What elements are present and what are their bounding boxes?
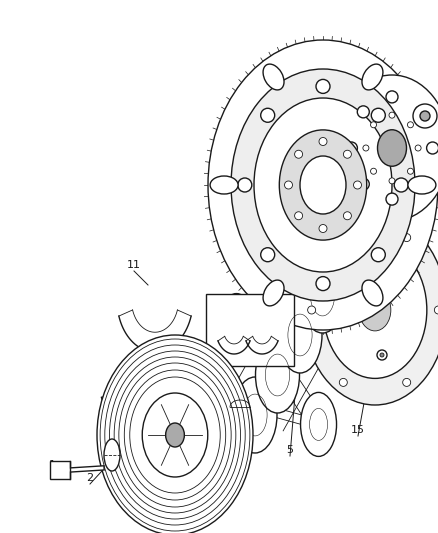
Text: 18: 18 (370, 115, 384, 125)
Circle shape (238, 178, 252, 192)
Ellipse shape (255, 337, 300, 413)
Text: 4: 4 (212, 385, 219, 395)
FancyBboxPatch shape (50, 461, 70, 479)
Circle shape (343, 150, 351, 158)
Circle shape (261, 248, 275, 262)
Ellipse shape (208, 40, 438, 330)
Circle shape (357, 106, 369, 118)
Circle shape (407, 122, 413, 128)
Circle shape (285, 181, 293, 189)
Circle shape (415, 145, 421, 151)
Circle shape (261, 108, 275, 122)
Circle shape (371, 248, 385, 262)
Ellipse shape (346, 312, 381, 376)
Circle shape (319, 224, 327, 232)
Ellipse shape (359, 289, 391, 331)
Circle shape (403, 378, 411, 386)
Circle shape (407, 168, 413, 174)
Circle shape (380, 353, 384, 357)
Ellipse shape (362, 64, 383, 90)
Text: 14: 14 (243, 287, 257, 297)
Circle shape (394, 178, 408, 192)
Circle shape (343, 212, 351, 220)
Circle shape (353, 181, 361, 189)
Ellipse shape (303, 215, 438, 405)
Circle shape (357, 178, 369, 190)
Circle shape (377, 350, 387, 360)
Text: 6: 6 (114, 425, 121, 435)
Ellipse shape (263, 280, 284, 306)
Ellipse shape (334, 75, 438, 221)
Ellipse shape (166, 423, 184, 447)
Circle shape (371, 122, 377, 128)
Text: 15: 15 (351, 425, 365, 435)
Ellipse shape (231, 69, 415, 301)
Text: 11: 11 (127, 260, 141, 270)
Text: 16: 16 (383, 385, 397, 395)
Ellipse shape (233, 377, 277, 453)
Circle shape (346, 142, 357, 154)
Text: 17: 17 (291, 125, 305, 135)
Ellipse shape (201, 405, 229, 445)
Text: 19: 19 (416, 93, 430, 103)
Circle shape (415, 106, 427, 118)
Circle shape (295, 212, 303, 220)
Circle shape (427, 142, 438, 154)
Ellipse shape (279, 130, 367, 240)
Circle shape (339, 233, 347, 241)
Circle shape (339, 378, 347, 386)
Circle shape (434, 306, 438, 314)
Circle shape (413, 104, 437, 128)
Ellipse shape (254, 98, 392, 272)
Ellipse shape (210, 176, 238, 194)
Circle shape (389, 112, 395, 118)
Ellipse shape (104, 439, 120, 471)
Text: 1: 1 (49, 460, 56, 470)
Bar (206, 294, 294, 366)
Ellipse shape (278, 297, 322, 373)
Circle shape (371, 108, 385, 122)
Ellipse shape (263, 214, 300, 278)
Text: 5: 5 (286, 445, 293, 455)
Circle shape (386, 193, 398, 205)
Ellipse shape (300, 156, 346, 214)
Circle shape (403, 233, 411, 241)
Circle shape (415, 178, 427, 190)
Ellipse shape (219, 294, 254, 358)
Circle shape (386, 91, 398, 103)
Text: 3: 3 (117, 485, 124, 495)
Circle shape (420, 111, 430, 121)
Circle shape (295, 150, 303, 158)
Text: 2: 2 (86, 473, 94, 483)
Ellipse shape (263, 64, 284, 90)
Circle shape (371, 168, 377, 174)
Ellipse shape (300, 257, 345, 333)
Circle shape (319, 138, 327, 146)
Ellipse shape (323, 241, 427, 378)
Circle shape (316, 277, 330, 290)
Ellipse shape (300, 392, 336, 456)
Ellipse shape (362, 280, 383, 306)
Circle shape (307, 306, 316, 314)
Ellipse shape (378, 130, 406, 166)
Ellipse shape (97, 335, 253, 533)
Circle shape (389, 178, 395, 184)
Circle shape (316, 79, 330, 93)
Ellipse shape (408, 176, 436, 194)
Ellipse shape (142, 393, 208, 477)
Circle shape (363, 145, 369, 151)
Ellipse shape (323, 217, 367, 293)
